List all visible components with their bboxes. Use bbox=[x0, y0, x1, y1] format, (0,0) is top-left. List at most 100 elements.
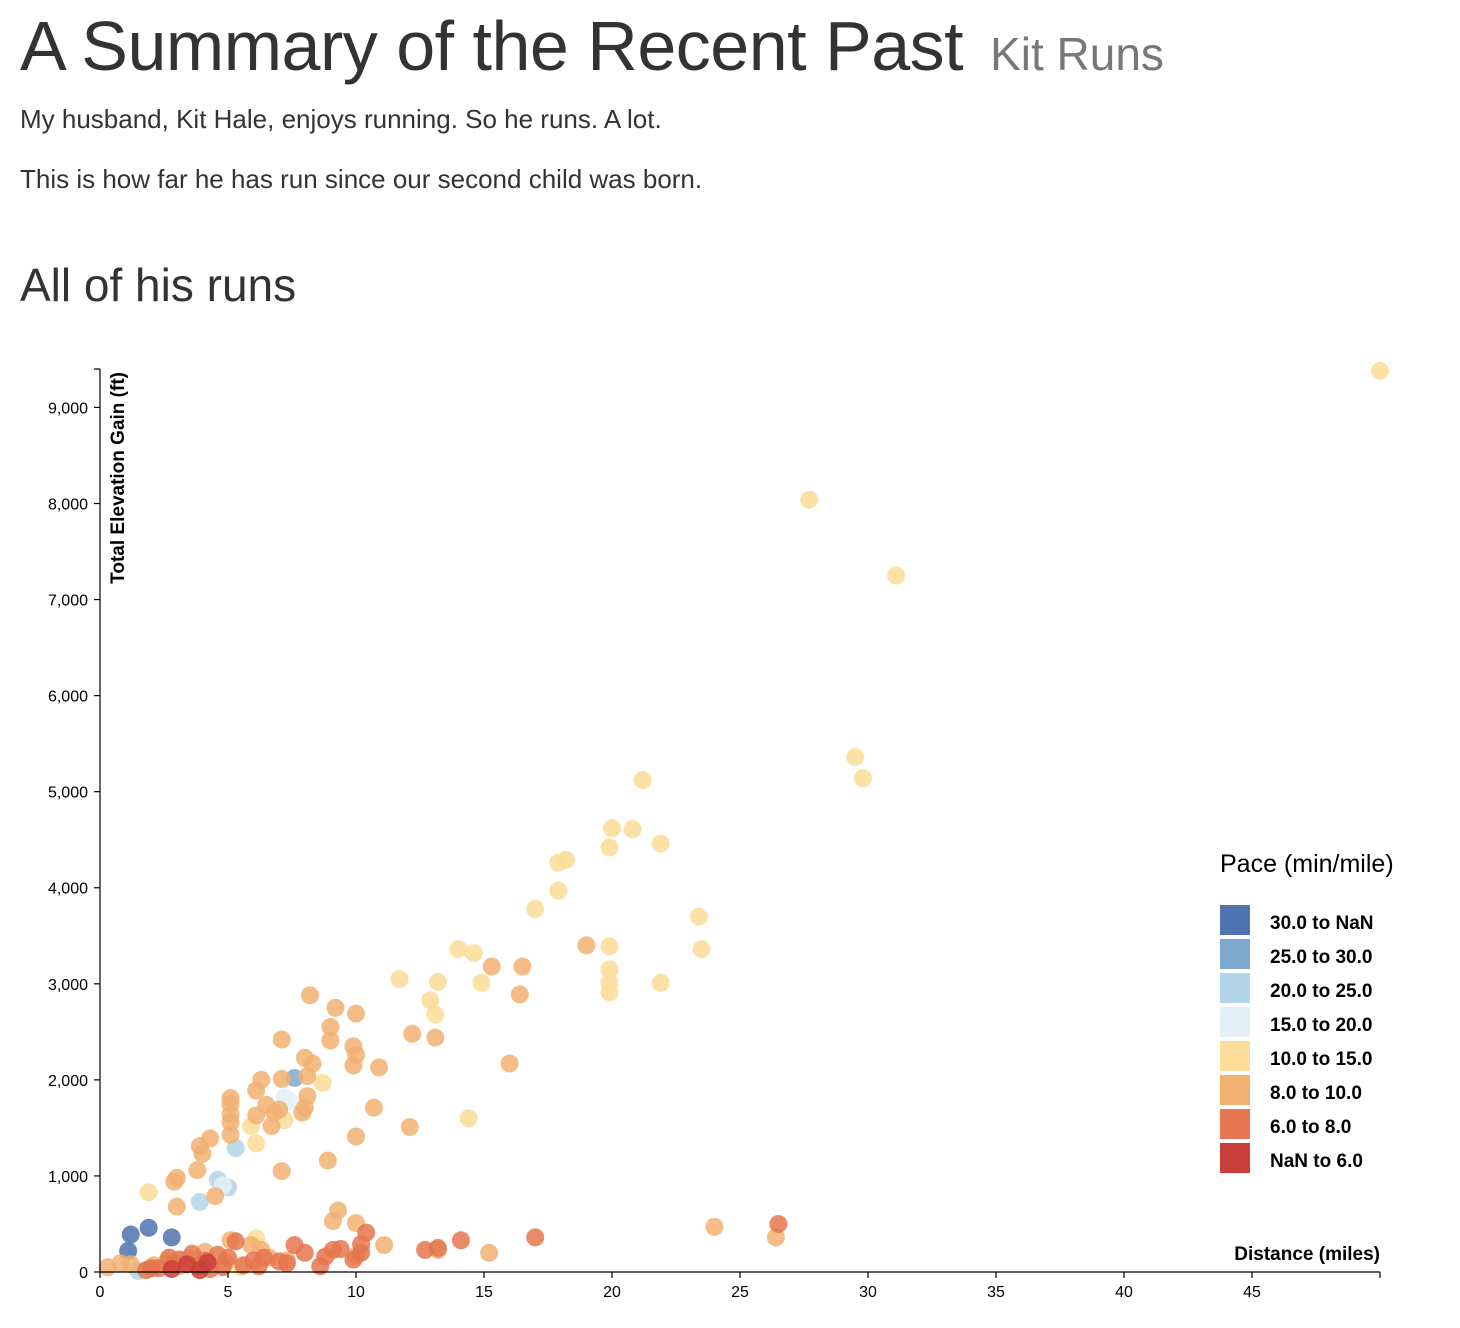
data-point bbox=[370, 1058, 389, 1077]
data-point bbox=[375, 1236, 394, 1255]
data-point bbox=[221, 1113, 240, 1132]
data-point bbox=[247, 1134, 266, 1153]
data-point bbox=[139, 1218, 158, 1237]
data-point bbox=[526, 1228, 545, 1247]
legend-label: 15.0 to 20.0 bbox=[1270, 1015, 1372, 1036]
data-point bbox=[226, 1232, 245, 1251]
data-point bbox=[285, 1236, 304, 1255]
intro-line-2: This is how far he has run since our sec… bbox=[20, 164, 703, 194]
data-point bbox=[167, 1197, 186, 1216]
legend-swatch bbox=[1220, 905, 1250, 935]
data-point bbox=[451, 1231, 470, 1250]
x-tick-label: 20 bbox=[603, 1284, 621, 1301]
y-tick-label: 1,000 bbox=[48, 1169, 88, 1186]
data-point bbox=[766, 1228, 785, 1247]
data-point bbox=[690, 907, 709, 926]
y-tick-label: 2,000 bbox=[48, 1073, 88, 1090]
legend-label: 25.0 to 30.0 bbox=[1270, 947, 1372, 968]
legend-label: 8.0 to 10.0 bbox=[1270, 1083, 1362, 1104]
data-point bbox=[853, 769, 872, 788]
data-point bbox=[234, 1256, 253, 1275]
y-tick-label: 6,000 bbox=[48, 689, 88, 706]
legend-swatch bbox=[1220, 939, 1250, 969]
data-point bbox=[193, 1144, 212, 1163]
y-tick-label: 8,000 bbox=[48, 496, 88, 513]
data-point bbox=[549, 853, 568, 872]
data-point bbox=[428, 1238, 447, 1257]
x-tick-label: 5 bbox=[224, 1284, 233, 1301]
data-point bbox=[364, 1098, 383, 1117]
data-point bbox=[513, 957, 532, 976]
page-title: A Summary of the Recent Past Kit Runs bbox=[20, 6, 1164, 94]
points-layer bbox=[98, 361, 1389, 1281]
y-tick-label: 4,000 bbox=[48, 881, 88, 898]
legend-swatch bbox=[1220, 1075, 1250, 1105]
data-point bbox=[198, 1253, 217, 1272]
y-tick-label: 7,000 bbox=[48, 593, 88, 610]
y-tick-label: 5,000 bbox=[48, 785, 88, 802]
data-point bbox=[272, 1162, 291, 1181]
data-point bbox=[1371, 361, 1389, 380]
data-point bbox=[449, 940, 468, 959]
data-point bbox=[549, 881, 568, 900]
x-tick-label: 30 bbox=[859, 1284, 877, 1301]
data-point bbox=[472, 973, 491, 992]
x-tick-label: 10 bbox=[347, 1284, 365, 1301]
x-tick-label: 40 bbox=[1115, 1284, 1133, 1301]
data-point bbox=[526, 899, 545, 918]
data-point bbox=[298, 1067, 317, 1086]
data-point bbox=[623, 820, 642, 839]
data-point bbox=[121, 1225, 140, 1244]
data-point bbox=[633, 771, 652, 790]
legend-swatch bbox=[1220, 1041, 1250, 1071]
legend-label: 10.0 to 15.0 bbox=[1270, 1049, 1372, 1070]
legend-swatch bbox=[1220, 973, 1250, 1003]
data-point bbox=[428, 972, 447, 991]
x-tick-label: 35 bbox=[987, 1284, 1005, 1301]
legend-title: Pace (min/mile) bbox=[1220, 850, 1394, 878]
data-point bbox=[139, 1183, 158, 1202]
data-point bbox=[464, 944, 483, 963]
data-point bbox=[603, 819, 621, 838]
data-point bbox=[347, 1127, 365, 1146]
data-point bbox=[272, 1030, 291, 1049]
data-point bbox=[600, 937, 619, 956]
data-point bbox=[500, 1054, 519, 1073]
data-point bbox=[270, 1100, 289, 1119]
data-point bbox=[459, 1109, 478, 1128]
data-point bbox=[247, 1081, 266, 1100]
x-tick-label: 15 bbox=[475, 1284, 493, 1301]
data-point bbox=[188, 1161, 207, 1180]
data-point bbox=[293, 1103, 312, 1122]
data-point bbox=[390, 970, 409, 989]
data-point bbox=[577, 936, 596, 955]
data-point bbox=[800, 490, 819, 509]
data-point bbox=[400, 1117, 419, 1136]
data-point bbox=[600, 983, 619, 1002]
legend-swatch bbox=[1220, 1109, 1250, 1139]
legend-swatch bbox=[1220, 1007, 1250, 1037]
data-point bbox=[846, 748, 865, 767]
data-point bbox=[313, 1073, 332, 1092]
intro-line-1: My husband, Kit Hale, enjoys running. So… bbox=[20, 104, 662, 134]
legend-label: 30.0 to NaN bbox=[1270, 913, 1373, 934]
data-point bbox=[344, 1056, 363, 1075]
x-tick-label: 0 bbox=[96, 1284, 105, 1301]
y-tick-label: 0 bbox=[79, 1265, 88, 1282]
data-point bbox=[600, 960, 619, 979]
data-point bbox=[403, 1024, 422, 1043]
axes-layer: 0 5 10 15 20 25 30 35 40 45 0 1,000 2,000 3,000 4,000 5… bbox=[48, 368, 1381, 1301]
x-axis-title: Distance (miles) bbox=[1234, 1244, 1380, 1265]
x-tick-label: 25 bbox=[731, 1284, 749, 1301]
data-point bbox=[221, 1125, 240, 1144]
data-point bbox=[887, 566, 906, 585]
data-point bbox=[318, 1151, 337, 1170]
data-point bbox=[165, 1172, 184, 1191]
data-point bbox=[426, 1005, 445, 1024]
data-point bbox=[300, 986, 319, 1005]
data-point bbox=[262, 1116, 281, 1135]
y-tick-label: 9,000 bbox=[48, 400, 88, 417]
y-tick-label: 3,000 bbox=[48, 977, 88, 994]
data-point bbox=[137, 1261, 156, 1280]
